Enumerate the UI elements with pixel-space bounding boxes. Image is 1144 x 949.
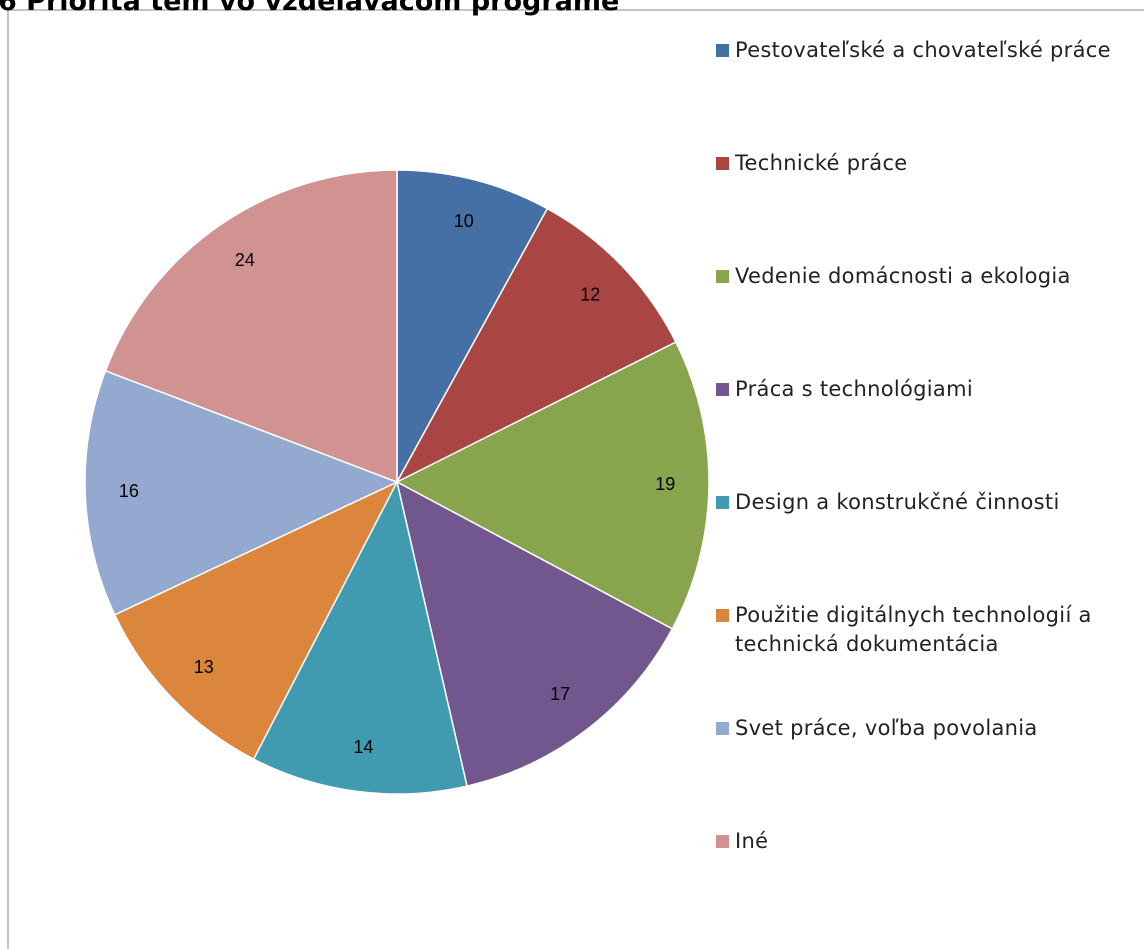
- legend-item: Vedenie domácnosti a ekologia: [716, 262, 1116, 291]
- data-label: 10: [454, 211, 474, 231]
- legend-swatch: [716, 496, 729, 509]
- legend-label: Iné: [735, 829, 769, 853]
- legend-label: Technické práce: [735, 151, 908, 175]
- legend-label: Design a konstrukčné činnosti: [735, 490, 1060, 514]
- data-label: 17: [550, 684, 570, 704]
- data-label: 19: [655, 474, 675, 494]
- pie-slice: [395, 480, 674, 787]
- legend-label: Svet práce, voľba povolania: [735, 716, 1038, 740]
- legend-item: Pestovateľské a chovateľské práce: [716, 36, 1116, 65]
- legend-item: Práca s technológiami: [716, 375, 1116, 404]
- legend-swatch: [716, 722, 729, 735]
- legend-label: Vedenie domácnosti a ekologia: [735, 264, 1071, 288]
- chart-title: 6 Priorita tém vo vzdelávacom programe: [0, 0, 620, 17]
- pie-slice: [395, 341, 710, 630]
- legend-item: Technické práce: [716, 149, 1116, 178]
- pie-slice: [104, 169, 398, 484]
- legend-swatch: [716, 835, 729, 848]
- pie-slice: [113, 480, 399, 761]
- pie-slice: [395, 207, 677, 484]
- legend-label: Práca s technológiami: [735, 377, 973, 401]
- pie-slice: [396, 169, 549, 483]
- data-label: 16: [119, 481, 139, 501]
- legend-item: Iné: [716, 827, 1116, 856]
- chart-frame: [7, 9, 1144, 949]
- data-label: 24: [235, 250, 255, 270]
- legend-swatch: [716, 44, 729, 57]
- pie-slice: [84, 369, 399, 616]
- data-label: 14: [353, 737, 373, 757]
- legend-swatch: [716, 157, 729, 170]
- legend-label: Pestovateľské a chovateľské práce: [735, 38, 1111, 62]
- data-label: 13: [194, 657, 214, 677]
- legend-item: Design a konstrukčné činnosti: [716, 488, 1116, 517]
- legend-swatch: [716, 609, 729, 622]
- legend-swatch: [716, 383, 729, 396]
- legend-item: Svet práce, voľba povolania: [716, 714, 1116, 743]
- data-label: 12: [580, 285, 600, 305]
- legend-swatch: [716, 270, 729, 283]
- legend-item: Použitie digitálnych technologií a techn…: [716, 601, 1116, 659]
- legend-label: Použitie digitálnych technologií a techn…: [735, 603, 1092, 656]
- pie-slice: [252, 479, 468, 795]
